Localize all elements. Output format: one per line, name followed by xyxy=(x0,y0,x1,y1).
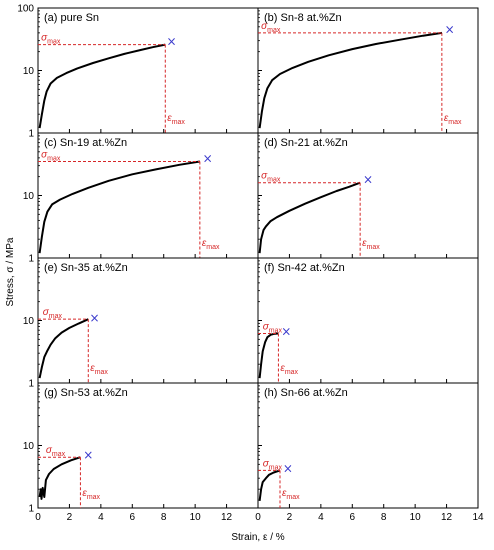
x-tick-label: 12 xyxy=(221,512,233,523)
epsilon-max-label: εmax xyxy=(280,363,298,376)
x-tick-label: 10 xyxy=(410,512,422,523)
stress-strain-curve xyxy=(38,43,166,129)
panel-frame xyxy=(257,382,479,509)
y-tick-label: 10 xyxy=(23,191,35,202)
panel-frame xyxy=(37,382,259,509)
sigma-max-label: σmax xyxy=(43,307,63,320)
epsilon-max-label: εmax xyxy=(167,113,185,126)
y-tick-label: 1 xyxy=(28,379,34,390)
y-tick-label: 1 xyxy=(28,129,34,140)
x-tick-label: 14 xyxy=(472,512,484,523)
x-tick-label: 0 xyxy=(255,512,261,523)
sigma-max-label: σmax xyxy=(263,458,283,471)
fracture-marker: × xyxy=(167,35,177,49)
x-tick-label: 8 xyxy=(381,512,387,523)
fracture-marker: × xyxy=(281,324,291,338)
y-tick-label: 10 xyxy=(23,66,35,77)
y-tick-label: 10 xyxy=(23,441,35,452)
panel-frame xyxy=(37,257,259,384)
x-tick-label: 4 xyxy=(318,512,324,523)
epsilon-max-label: εmax xyxy=(82,488,100,501)
y-tick-label: 1 xyxy=(28,504,34,515)
sigma-max-label: σmax xyxy=(46,445,66,458)
panel-title: (h) Sn-66 at.%Zn xyxy=(264,387,348,399)
panel-1: 1 10 100 (a) pure Sn σmax εmax × xyxy=(17,4,259,140)
x-tick-label: 10 xyxy=(190,512,202,523)
fracture-marker: × xyxy=(363,173,373,187)
y-axis-label: Stress, σ / MPa xyxy=(5,237,16,306)
panel-title: (e) Sn-35 at.%Zn xyxy=(44,262,128,274)
sigma-max-label: σmax xyxy=(263,321,283,334)
panel-title: (g) Sn-53 at.%Zn xyxy=(44,387,128,399)
panel-title: (d) Sn-21 at.%Zn xyxy=(264,137,348,149)
x-tick-label: 6 xyxy=(350,512,356,523)
panel-title: (c) Sn-19 at.%Zn xyxy=(44,137,127,149)
panel-4: (d) Sn-21 at.%Zn σmax εmax × xyxy=(257,132,479,259)
stress-strain-curve xyxy=(38,318,89,379)
stress-strain-curve xyxy=(38,160,201,254)
sigma-max-label: σmax xyxy=(261,171,281,184)
x-axis-label: Strain, ε / % xyxy=(231,532,284,543)
panel-5: 1 10 (e) Sn-35 at.%Zn σmax εmax × xyxy=(23,257,259,390)
x-tick-label: 4 xyxy=(98,512,104,523)
panel-6: (f) Sn-42 at.%Zn σmax εmax × xyxy=(257,257,479,384)
panel-title: (b) Sn-8 at.%Zn xyxy=(264,12,342,24)
stress-strain-curve xyxy=(258,469,281,502)
stress-strain-curve xyxy=(258,31,443,129)
sigma-max-label: σmax xyxy=(261,21,281,34)
y-tick-label: 10 xyxy=(23,316,35,327)
fracture-marker: × xyxy=(203,152,213,166)
y-tick-label: 100 xyxy=(17,4,34,15)
x-tick-label: 12 xyxy=(441,512,453,523)
epsilon-max-label: εmax xyxy=(90,363,108,376)
x-tick-label: 2 xyxy=(67,512,73,523)
stress-strain-curve xyxy=(258,332,279,379)
fracture-marker: × xyxy=(445,23,455,37)
panel-title: (f) Sn-42 at.%Zn xyxy=(264,262,345,274)
epsilon-max-label: εmax xyxy=(202,238,220,251)
panel-8: 0 2 4 6 8 10 12 14 (h) Sn-66 at.%Zn σmax εmax × xyxy=(255,382,484,523)
epsilon-max-label: εmax xyxy=(362,238,380,251)
x-tick-label: 2 xyxy=(287,512,293,523)
panel-title: (a) pure Sn xyxy=(44,12,99,24)
stress-strain-curve xyxy=(258,181,361,254)
y-tick-label: 1 xyxy=(28,254,34,265)
stress-strain-curve xyxy=(38,456,81,500)
fracture-marker: × xyxy=(90,311,100,325)
x-tick-label: 8 xyxy=(161,512,167,523)
x-tick-label: 6 xyxy=(130,512,136,523)
panel-frame xyxy=(257,257,479,384)
panel-frame xyxy=(257,132,479,259)
fracture-marker: × xyxy=(83,448,93,462)
sigma-max-label: σmax xyxy=(41,33,61,46)
x-tick-label: 0 xyxy=(35,512,41,523)
epsilon-max-label: εmax xyxy=(444,113,462,126)
fracture-marker: × xyxy=(283,461,293,475)
epsilon-max-label: εmax xyxy=(282,488,300,501)
sigma-max-label: σmax xyxy=(41,149,61,162)
